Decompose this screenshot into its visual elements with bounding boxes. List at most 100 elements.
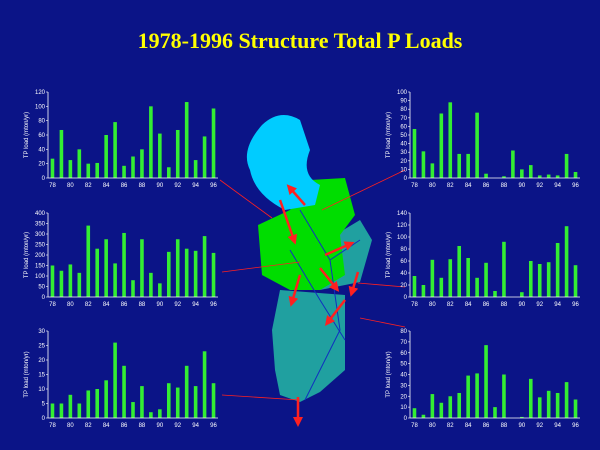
bar — [122, 232, 126, 297]
x-tick-label: 78 — [411, 423, 418, 429]
bar — [50, 265, 55, 297]
x-tick-label: 78 — [411, 302, 418, 308]
bar-chart: TP load (mton/yr) 0 5 10 15 20 25 30 78 80 82 84 86 8… — [24, 329, 218, 429]
bar — [555, 392, 560, 418]
bar — [140, 386, 144, 418]
y-tick-label: 100 — [397, 235, 408, 241]
leader-lines — [219, 169, 406, 401]
x-tick-label: 86 — [483, 423, 490, 429]
bar — [448, 259, 453, 297]
bar — [466, 375, 470, 418]
y-tick-label: 80 — [400, 247, 407, 253]
y-tick-label: 80 — [400, 107, 407, 113]
map — [219, 115, 406, 427]
y-tick-label: 40 — [400, 142, 407, 148]
bar — [184, 248, 189, 297]
y-tick-label: 90 — [400, 99, 407, 105]
x-tick-label: 86 — [483, 302, 490, 308]
bar — [564, 153, 569, 178]
bar — [68, 264, 73, 297]
bar — [104, 135, 108, 178]
bar — [113, 263, 117, 297]
x-tick-label: 94 — [554, 183, 561, 189]
bar — [520, 416, 524, 418]
bar — [184, 102, 189, 178]
bar — [573, 171, 578, 178]
bar — [502, 374, 506, 418]
x-tick-label: 82 — [447, 423, 454, 429]
bar — [175, 239, 180, 297]
bar — [421, 285, 426, 297]
bar-chart: TP load (mton/yr) 0 20 40 60 80 100 120 78 80 82 84… — [24, 90, 218, 189]
x-tick-label: 94 — [554, 423, 561, 429]
x-tick-label: 86 — [121, 183, 128, 189]
x-tick-label: 80 — [429, 423, 436, 429]
x-tick-label: 88 — [139, 423, 146, 429]
bar — [412, 276, 417, 297]
y-tick-label: 60 — [400, 351, 407, 357]
x-tick-label: 92 — [536, 183, 543, 189]
bar — [77, 149, 82, 178]
y-tick-label: 0 — [404, 416, 408, 422]
bar — [193, 160, 198, 178]
bar — [68, 160, 73, 178]
y-tick-label: 0 — [42, 416, 46, 422]
x-tick-label: 84 — [103, 183, 110, 189]
y-tick-label: 0 — [42, 295, 46, 301]
bar — [59, 270, 64, 297]
y-tick-label: 150 — [35, 264, 46, 270]
y-tick-label: 20 — [400, 394, 407, 400]
bar — [184, 365, 189, 418]
x-tick-label: 96 — [572, 302, 579, 308]
bar — [537, 175, 542, 178]
x-tick-label: 92 — [174, 302, 181, 308]
x-tick-label: 82 — [85, 423, 92, 429]
x-tick-label: 80 — [67, 302, 74, 308]
x-tick-label: 82 — [85, 302, 92, 308]
bar — [166, 167, 171, 178]
bar — [122, 165, 126, 178]
y-tick-label: 70 — [400, 340, 407, 346]
y-tick-label: 10 — [38, 387, 45, 393]
bar — [104, 239, 108, 297]
x-tick-label: 84 — [465, 183, 472, 189]
y-tick-label: 400 — [35, 211, 46, 217]
y-tick-label: 60 — [400, 259, 407, 265]
x-tick-label: 82 — [85, 183, 92, 189]
y-tick-label: 50 — [400, 133, 407, 139]
bar — [131, 402, 135, 418]
bar — [166, 383, 171, 418]
x-tick-label: 88 — [501, 183, 508, 189]
bar — [502, 176, 506, 178]
x-tick-label: 94 — [554, 302, 561, 308]
bar — [546, 390, 551, 418]
bar — [211, 108, 216, 178]
bar — [50, 403, 55, 418]
bar — [430, 259, 435, 297]
bar — [484, 345, 488, 418]
y-tick-label: 100 — [397, 90, 408, 96]
y-tick-label: 0 — [42, 176, 46, 182]
bar — [502, 241, 506, 297]
bar — [95, 389, 100, 418]
x-tick-label: 80 — [67, 183, 74, 189]
y-tick-label: 20 — [400, 283, 407, 289]
x-tick-label: 86 — [121, 302, 128, 308]
y-axis-label: TP load (mton/yr) — [386, 351, 392, 397]
y-tick-label: 140 — [397, 211, 408, 217]
y-tick-label: 200 — [35, 253, 46, 259]
bar — [457, 246, 462, 297]
bar-chart: TP load (mton/yr) 0 10 20 30 40 50 60 70 80 90 100 7… — [386, 90, 580, 189]
bar — [421, 414, 426, 418]
slide-title: 1978-1996 Structure Total P Loads — [138, 28, 463, 53]
y-tick-label: 20 — [400, 159, 407, 165]
bar — [421, 151, 426, 178]
bar — [86, 225, 91, 297]
y-tick-label: 350 — [35, 222, 46, 228]
bar — [520, 292, 524, 297]
y-tick-label: 0 — [404, 295, 408, 301]
x-tick-label: 84 — [103, 423, 110, 429]
bar — [528, 261, 533, 297]
bar — [466, 258, 470, 297]
